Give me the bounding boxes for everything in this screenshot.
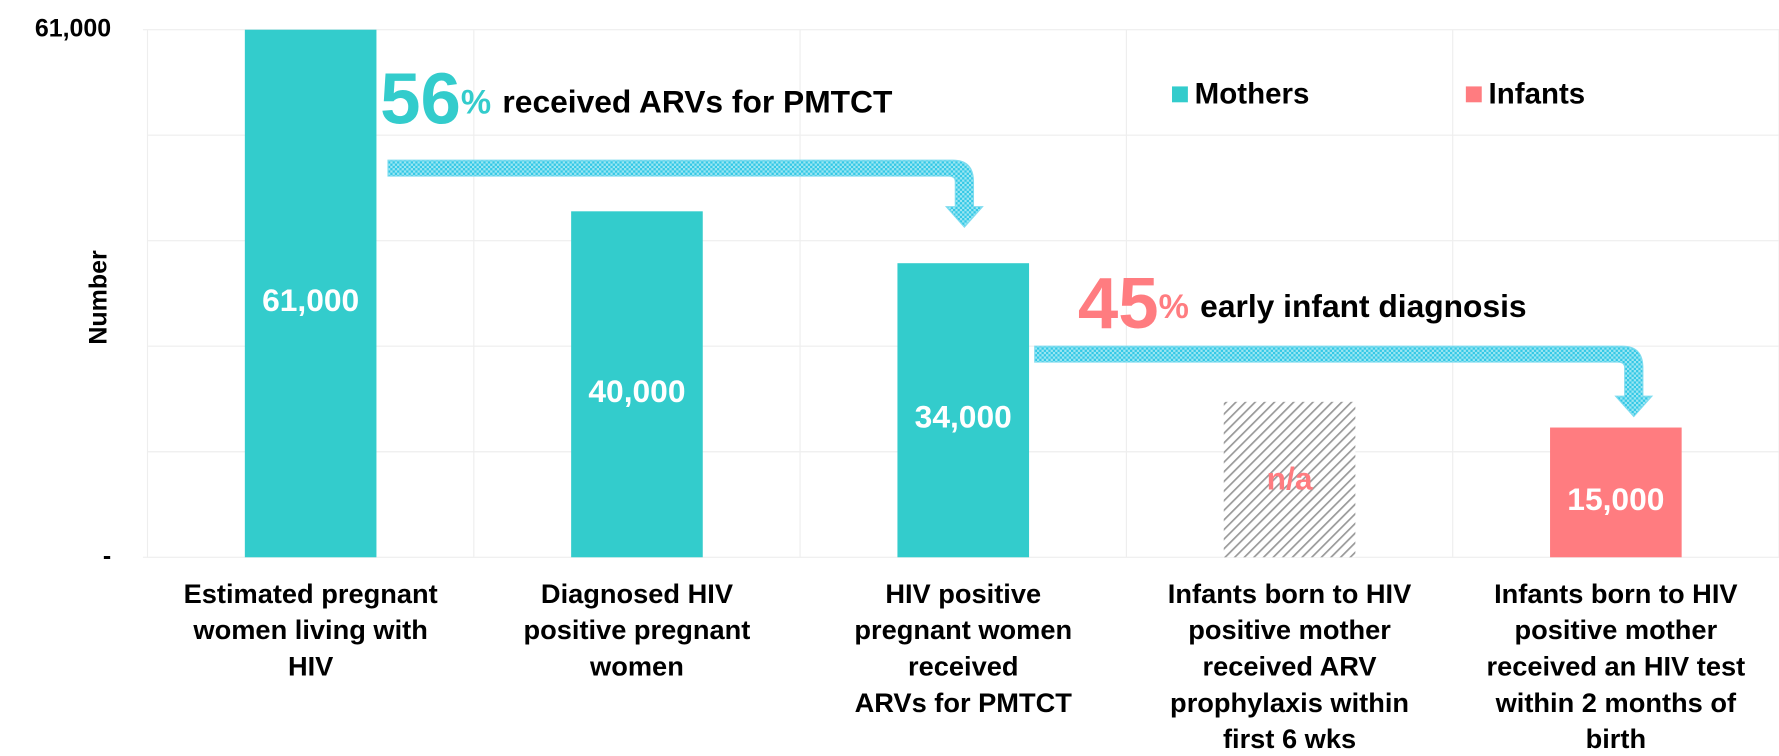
- annotation-text: received ARVs for PMTCT: [502, 84, 893, 120]
- legend-label: Infants: [1489, 77, 1586, 110]
- value-label: 15,000: [1567, 481, 1664, 517]
- y-axis-label: Number: [84, 250, 112, 345]
- bar: [1550, 427, 1682, 558]
- y-tick-label: 61,000: [35, 14, 111, 42]
- value-label: 34,000: [915, 399, 1012, 435]
- annotation-arrow: [387, 159, 984, 228]
- legend-swatch: [1172, 86, 1188, 103]
- x-tick-label: Estimated pregnant women living with HIV: [184, 578, 438, 682]
- annotation-unit: %: [1159, 288, 1189, 326]
- annotation: 56% received ARVs for PMTCT: [380, 59, 893, 140]
- annotation-unit: %: [461, 84, 491, 122]
- x-tick-label: HIV positive pregnant women received ARVs f…: [854, 578, 1072, 718]
- annotation-number: 45: [1078, 263, 1159, 344]
- legend-label: Mothers: [1195, 77, 1310, 110]
- y-tick-label: -: [103, 542, 111, 570]
- value-label: n/a: [1267, 461, 1313, 497]
- bar: [571, 211, 703, 558]
- bar: [897, 263, 1030, 558]
- value-label: 40,000: [588, 373, 685, 409]
- value-label: 61,000: [262, 282, 359, 318]
- annotation-arrow: [1034, 345, 1654, 418]
- x-tick-label: Infants born to HIV positive mother receiv…: [1486, 578, 1745, 754]
- placeholder-bar: [1223, 401, 1356, 558]
- annotation-text: early infant diagnosis: [1200, 288, 1526, 324]
- x-tick-label: Infants born to HIV positive mother receiv…: [1168, 578, 1411, 754]
- bar: [244, 29, 377, 558]
- x-tick-label: Diagnosed HIV positive pregnant women: [524, 578, 751, 682]
- annotation: 45% early infant diagnosis: [1078, 263, 1527, 344]
- annotation-number: 56: [380, 59, 461, 140]
- legend-swatch: [1465, 86, 1482, 103]
